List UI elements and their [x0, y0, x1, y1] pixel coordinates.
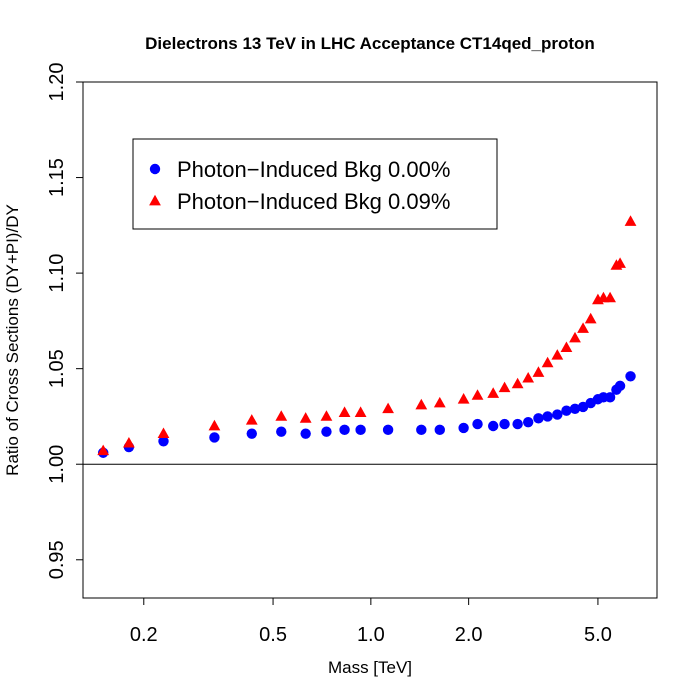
y-tick-label: 1.20 — [46, 63, 68, 102]
legend-label-2: Photon−Induced Bkg 0.09% — [177, 189, 450, 214]
data-point-triangle — [511, 377, 524, 389]
data-points-group — [97, 215, 637, 458]
data-point-triangle — [245, 414, 258, 425]
x-tick-label: 0.2 — [130, 624, 158, 646]
data-point-circle — [625, 371, 636, 382]
data-point-circle — [246, 428, 257, 439]
data-point-triangle — [97, 444, 110, 456]
legend-marker-2 — [149, 194, 161, 206]
data-point-circle — [499, 418, 510, 430]
plot-frame — [82, 81, 658, 599]
data-point-triangle — [560, 341, 573, 352]
data-point-triangle — [569, 331, 581, 343]
data-point-triangle — [604, 291, 616, 303]
data-point-triangle — [208, 419, 221, 431]
legend-label-1: Photon−Induced Bkg 0.00% — [177, 157, 450, 182]
data-point-circle — [382, 424, 394, 436]
data-point-circle — [614, 380, 626, 392]
data-point-circle — [604, 392, 616, 403]
data-point-triangle — [522, 372, 535, 383]
data-point-circle — [339, 424, 350, 436]
data-point-triangle — [614, 257, 626, 268]
data-point-circle — [158, 436, 169, 447]
y-tick-label: 0.95 — [46, 540, 68, 579]
data-point-triangle — [487, 387, 500, 398]
data-point-circle — [209, 432, 220, 443]
data-point-triangle — [157, 427, 170, 438]
data-point-circle — [276, 426, 287, 437]
data-point-triangle — [320, 410, 333, 421]
data-point-triangle — [532, 366, 545, 377]
data-point-triangle — [354, 406, 367, 417]
series-2 — [97, 215, 637, 456]
data-point-circle — [416, 424, 427, 436]
axes-group: 0.2 0.5 1.0 2.0 5.0 0.95 1.00 1.05 1.10 1.15 1.20 — [46, 63, 612, 646]
data-point-circle — [300, 428, 311, 439]
data-point-triangle — [338, 406, 351, 417]
data-point-circle — [434, 424, 445, 436]
data-point-triangle — [382, 402, 394, 414]
data-point-circle — [355, 424, 366, 436]
data-point-circle — [321, 426, 332, 437]
x-tick-label: 2.0 — [455, 624, 483, 646]
data-point-triangle — [123, 437, 135, 448]
x-tick-label: 1.0 — [357, 624, 385, 646]
chart-title: Dielectrons 13 TeV in LHC Acceptance CT1… — [145, 34, 595, 53]
legend-box — [132, 138, 498, 230]
data-point-triangle — [584, 312, 597, 324]
data-point-triangle — [275, 410, 288, 421]
data-point-triangle — [433, 396, 446, 408]
data-point-triangle — [457, 393, 470, 404]
x-tick-label: 0.5 — [259, 624, 287, 646]
data-point-triangle — [551, 349, 564, 360]
data-point-triangle — [471, 389, 484, 400]
legend-marker-1 — [149, 163, 161, 175]
y-tick-label: 1.10 — [46, 254, 68, 293]
data-point-circle — [472, 418, 483, 430]
data-point-circle — [458, 422, 469, 434]
y-tick-label: 1.15 — [46, 158, 68, 197]
data-point-circle — [522, 416, 534, 428]
data-point-triangle — [415, 398, 428, 410]
data-point-circle — [569, 403, 581, 414]
data-point-triangle — [541, 356, 554, 368]
data-point-circle — [487, 420, 499, 432]
data-point-triangle — [498, 381, 511, 393]
data-point-circle — [552, 409, 563, 420]
x-tick-label: 5.0 — [584, 624, 612, 646]
data-point-triangle — [577, 322, 589, 333]
y-tick-label: 1.00 — [46, 445, 68, 484]
data-point-circle — [542, 411, 553, 422]
series-1 — [97, 371, 636, 458]
data-point-circle — [533, 413, 544, 424]
data-point-circle — [561, 405, 572, 416]
y-axis-label: Ratio of Cross Sections (DY+PI)/DY — [3, 204, 22, 476]
y-tick-label: 1.05 — [46, 349, 68, 388]
data-point-circle — [512, 418, 523, 430]
data-point-triangle — [299, 412, 312, 423]
x-axis-label: Mass [TeV] — [328, 658, 412, 677]
data-point-triangle — [624, 215, 637, 226]
legend: Photon−Induced Bkg 0.00% Photon−Induced B… — [132, 138, 498, 230]
